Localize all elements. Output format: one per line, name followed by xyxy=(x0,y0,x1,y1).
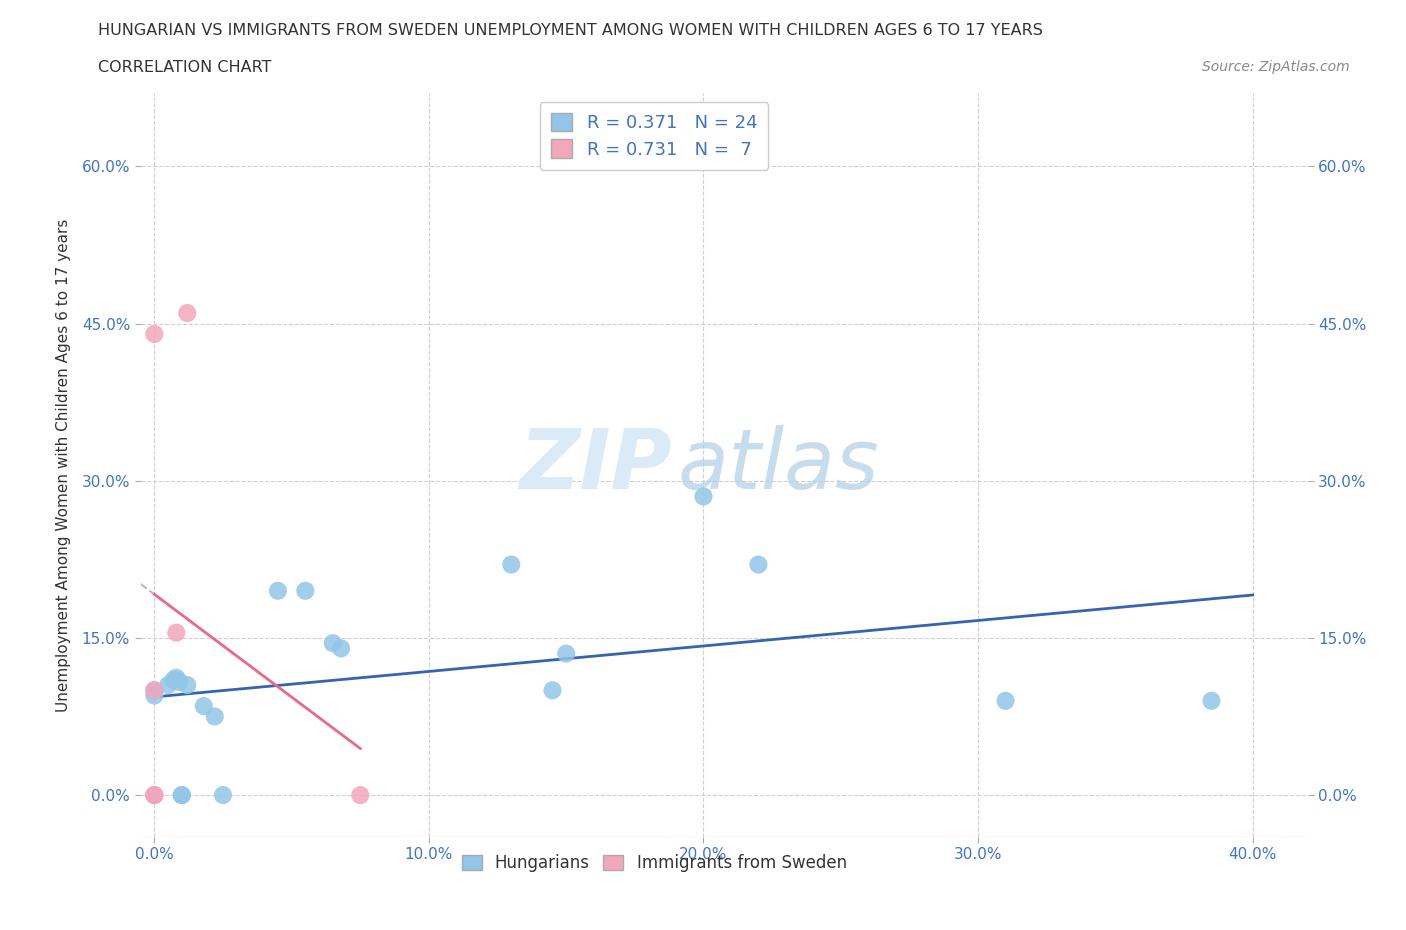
Point xyxy=(165,625,187,640)
Point xyxy=(143,683,166,698)
Point xyxy=(143,688,166,703)
Point xyxy=(162,672,184,687)
Point xyxy=(167,674,190,689)
Point xyxy=(322,636,344,651)
Text: atlas: atlas xyxy=(678,424,879,506)
Point xyxy=(143,326,166,341)
Point xyxy=(170,788,193,803)
Point xyxy=(157,678,180,693)
Point xyxy=(541,683,564,698)
Point xyxy=(349,788,371,803)
Point xyxy=(994,694,1017,709)
Y-axis label: Unemployment Among Women with Children Ages 6 to 17 years: Unemployment Among Women with Children A… xyxy=(56,219,70,711)
Point xyxy=(204,709,226,724)
Point xyxy=(212,788,235,803)
Point xyxy=(501,557,523,572)
Point xyxy=(143,683,166,698)
Point xyxy=(1201,694,1223,709)
Legend: Hungarians, Immigrants from Sweden: Hungarians, Immigrants from Sweden xyxy=(453,846,855,881)
Point xyxy=(193,698,215,713)
Text: Source: ZipAtlas.com: Source: ZipAtlas.com xyxy=(1202,60,1350,74)
Point xyxy=(692,489,714,504)
Point xyxy=(176,306,198,321)
Point xyxy=(330,641,353,656)
Point xyxy=(143,788,166,803)
Point xyxy=(176,678,198,693)
Text: CORRELATION CHART: CORRELATION CHART xyxy=(98,60,271,75)
Point xyxy=(170,788,193,803)
Point xyxy=(747,557,769,572)
Point xyxy=(143,788,166,803)
Text: ZIP: ZIP xyxy=(519,424,672,506)
Text: HUNGARIAN VS IMMIGRANTS FROM SWEDEN UNEMPLOYMENT AMONG WOMEN WITH CHILDREN AGES : HUNGARIAN VS IMMIGRANTS FROM SWEDEN UNEM… xyxy=(98,23,1043,38)
Point xyxy=(555,646,578,661)
Point xyxy=(294,583,316,598)
Point xyxy=(165,671,187,685)
Point xyxy=(143,788,166,803)
Point xyxy=(267,583,290,598)
